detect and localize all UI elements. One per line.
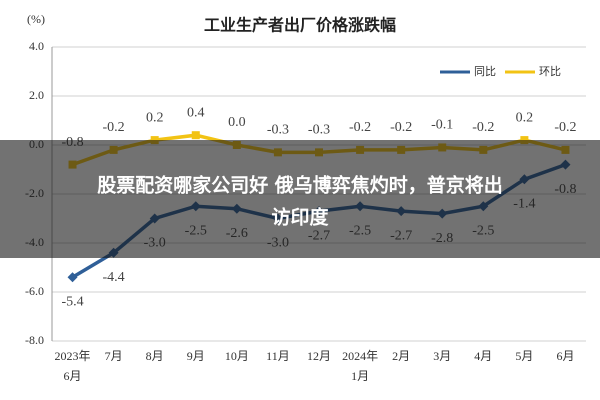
- x-tick-label: 3月: [433, 349, 451, 363]
- x-tick-label: 10月: [225, 349, 249, 363]
- data-label: -0.2: [349, 120, 371, 135]
- x-tick-label: 2024年: [342, 349, 378, 363]
- data-label: -0.2: [390, 120, 412, 135]
- y-tick-label: -6.0: [25, 284, 44, 298]
- marker: [67, 272, 78, 283]
- x-tick-label: 7月: [105, 349, 123, 363]
- x-tick-label: 9月: [187, 349, 205, 363]
- data-label: -0.2: [472, 120, 494, 135]
- x-tick-label: 4月: [474, 349, 492, 363]
- data-label: 0.0: [228, 115, 246, 130]
- x-tick-label: 5月: [515, 349, 533, 363]
- y-tick-label: 2.0: [29, 88, 44, 102]
- legend-label: 同比: [474, 65, 496, 78]
- data-label: -4.4: [103, 270, 125, 285]
- chart-title: 工业生产者出厂价格涨跌幅: [204, 16, 396, 35]
- overlay-band: [0, 140, 600, 258]
- marker: [191, 131, 200, 140]
- x-tick-label: 6月: [64, 369, 82, 383]
- data-label: -0.3: [308, 123, 330, 138]
- y-tick-label: -8.0: [25, 333, 44, 347]
- x-tick-label: 1月: [351, 369, 369, 383]
- x-tick-label: 2月: [392, 349, 410, 363]
- data-label: 0.2: [146, 110, 164, 125]
- x-tick-label: 11月: [266, 349, 290, 363]
- headline: 股票配资哪家公司好 俄乌博弈焦灼时，普京将出: [97, 174, 503, 197]
- x-tick-label: 6月: [556, 349, 574, 363]
- legend-label: 环比: [539, 65, 561, 78]
- data-label: -5.4: [61, 295, 83, 310]
- data-label: -0.1: [431, 118, 453, 133]
- data-label: -0.2: [103, 120, 125, 135]
- x-tick-label: 8月: [146, 349, 164, 363]
- x-tick-label: 2023年: [55, 349, 91, 363]
- data-label: -0.3: [267, 123, 289, 138]
- y-axis-label: (%): [27, 12, 45, 26]
- y-tick-label: 4.0: [29, 39, 44, 53]
- data-label: -0.2: [554, 120, 576, 135]
- data-label: 0.2: [516, 110, 534, 125]
- x-tick-label: 12月: [307, 349, 331, 363]
- data-label: 0.4: [187, 105, 205, 120]
- headline: 访印度: [271, 206, 329, 229]
